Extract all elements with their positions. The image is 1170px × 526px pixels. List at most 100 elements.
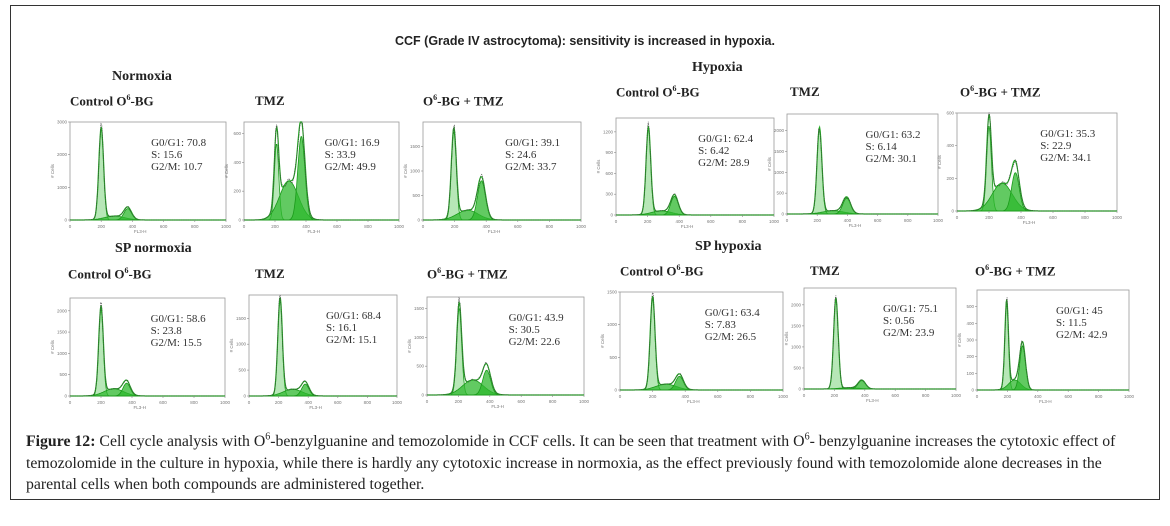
- x-tick-label: 800: [546, 224, 554, 229]
- y-axis-label: # Cells: [957, 332, 962, 347]
- x-tick-label: 0: [976, 394, 979, 399]
- x-tick-label: 1000: [1112, 215, 1123, 220]
- panel-title: Control O6-BG: [70, 93, 154, 109]
- x-tick-label: 200: [97, 400, 105, 405]
- plot-area: [243, 121, 400, 221]
- superscript: 6: [970, 84, 975, 93]
- y-tick-label: 400: [233, 160, 241, 165]
- y-tick-label: 0: [781, 212, 784, 217]
- x-axis-label: FL3-H: [849, 223, 862, 228]
- x-tick-label: 600: [160, 224, 168, 229]
- histogram-svg: 0 500 1000 1500 0 200 400 600 800 1000 FL3-H # Cell…: [403, 121, 587, 234]
- x-tick-label: 0: [956, 215, 959, 220]
- histogram-svg: 0 500 1000 1500 2000 0 200 400 600 800 1000 FL3-H # …: [767, 113, 944, 228]
- raw-histogram-line: [787, 128, 938, 215]
- phase-stat-label: G2/M: 34.1: [1040, 152, 1091, 164]
- plot-area: [615, 117, 775, 216]
- y-tick-label: 200: [966, 354, 974, 359]
- x-axis-label: FL3-H: [681, 224, 694, 229]
- y-tick-label: 500: [966, 304, 974, 309]
- phase-stat-label: G2/M: 23.9: [883, 327, 935, 339]
- x-tick-label: 400: [1034, 394, 1042, 399]
- x-tick-label: 1000: [1124, 394, 1135, 399]
- histogram-panel: 0 200 400 600 0 200 400 600 800 1000 FL3-H # Cells G…: [222, 118, 407, 234]
- y-tick-label: 300: [605, 192, 613, 197]
- x-tick-label: 600: [514, 224, 522, 229]
- histogram-svg: 0 500 1000 1500 0 200 400 600 800 1000 FL3-H # Cell…: [600, 290, 789, 405]
- x-tick-label: 1000: [392, 400, 403, 405]
- x-tick-label: 800: [739, 219, 747, 224]
- plot-area: [803, 287, 957, 390]
- panel-title: O6-BG + TMZ: [960, 84, 1041, 100]
- x-tick-label: 600: [159, 400, 167, 405]
- y-tick-label: 0: [798, 387, 801, 392]
- x-tick-label: 400: [128, 400, 136, 405]
- panel-title: Control O6-BG: [620, 263, 704, 279]
- panel-title: Control O6-BG: [68, 266, 152, 282]
- superscript: 6: [126, 93, 131, 102]
- y-tick-label: 400: [946, 143, 954, 148]
- x-tick-label: 400: [129, 224, 137, 229]
- x-tick-label: 800: [904, 218, 912, 223]
- phase-stat-label: S: 30.5: [509, 324, 541, 336]
- x-tick-label: 1000: [951, 393, 962, 398]
- x-tick-label: 600: [1049, 215, 1057, 220]
- section-hypoxia: Hypoxia: [692, 60, 743, 75]
- phase-stat-label: G2/M: 26.5: [705, 331, 757, 343]
- x-tick-label: 0: [69, 400, 72, 405]
- caption-text: - benzylguanine increases the cytotoxic …: [26, 433, 1116, 493]
- y-axis-label: # Cells: [784, 331, 789, 346]
- y-tick-label: 1500: [791, 323, 802, 328]
- x-tick-label: 200: [985, 215, 993, 220]
- superscript: 6: [676, 263, 681, 272]
- caption-label: Figure 12:: [26, 433, 96, 450]
- x-tick-label: 600: [707, 219, 715, 224]
- superscript: 6: [433, 93, 438, 102]
- y-axis-label: # Cells: [767, 156, 772, 171]
- x-tick-label: 200: [644, 219, 652, 224]
- y-tick-label: 0: [64, 218, 67, 223]
- x-tick-label: 600: [333, 224, 341, 229]
- x-tick-label: 800: [191, 224, 199, 229]
- x-tick-label: 0: [619, 394, 622, 399]
- plot-area: [69, 297, 226, 397]
- plot-area: [69, 121, 227, 221]
- y-axis-label: # Cells: [229, 338, 234, 353]
- panel-title: O6-BG + TMZ: [423, 93, 504, 109]
- phase-stat-label: G0/G1: 63.2: [866, 129, 921, 141]
- phase-stat-label: G2/M: 15.5: [151, 337, 203, 349]
- x-tick-label: 400: [486, 399, 494, 404]
- phase-stat-label: G2/M: 49.9: [325, 161, 377, 173]
- y-tick-label: 0: [238, 218, 241, 223]
- raw-histogram-line: [70, 301, 225, 397]
- y-axis-label: # Cells: [224, 163, 229, 178]
- y-tick-label: 1000: [410, 169, 421, 174]
- figure-title: CCF (Grade IV astrocytoma): sensitivity …: [395, 34, 775, 48]
- y-tick-label: 2000: [57, 152, 68, 157]
- figure-caption: Figure 12: Cell cycle analysis with O6-b…: [26, 431, 1151, 496]
- y-tick-label: 0: [64, 394, 67, 399]
- y-tick-label: 2000: [774, 128, 785, 133]
- phase-stat-label: G0/G1: 35.3: [1040, 128, 1096, 140]
- y-tick-label: 0: [421, 393, 424, 398]
- phase-stat-label: G2/M: 28.9: [698, 157, 750, 169]
- raw-histogram-line: [249, 294, 397, 397]
- x-tick-label: 400: [675, 219, 683, 224]
- plot-area: [426, 296, 585, 396]
- y-tick-label: 1000: [236, 342, 247, 347]
- y-axis-label: # Cells: [937, 154, 942, 169]
- section-sp-hypoxia: SP hypoxia: [695, 239, 762, 254]
- histogram-panel: 0 500 1000 1500 2000 0 200 400 600 800 1000 FL3-H # …: [765, 110, 946, 228]
- raw-histogram-line: [427, 297, 584, 396]
- x-tick-label: 800: [549, 399, 557, 404]
- x-axis-label: FL3-H: [687, 399, 700, 404]
- y-tick-label: 500: [416, 364, 424, 369]
- superscript: 6: [124, 266, 129, 275]
- x-tick-label: 1000: [769, 219, 780, 224]
- y-tick-label: 500: [776, 191, 784, 196]
- phase-stat-label: S: 16.1: [326, 322, 357, 334]
- raw-histogram-line: [70, 122, 226, 221]
- histogram-panel: 0 100 200 300 400 500 0 200 400 600 800 1000 FL3-H # …: [955, 286, 1137, 404]
- histogram-panel: 0 1000 2000 3000 0 200 400 600 800 1000 FL3-H # Cel…: [48, 118, 234, 235]
- y-axis-label: # Cells: [600, 333, 605, 348]
